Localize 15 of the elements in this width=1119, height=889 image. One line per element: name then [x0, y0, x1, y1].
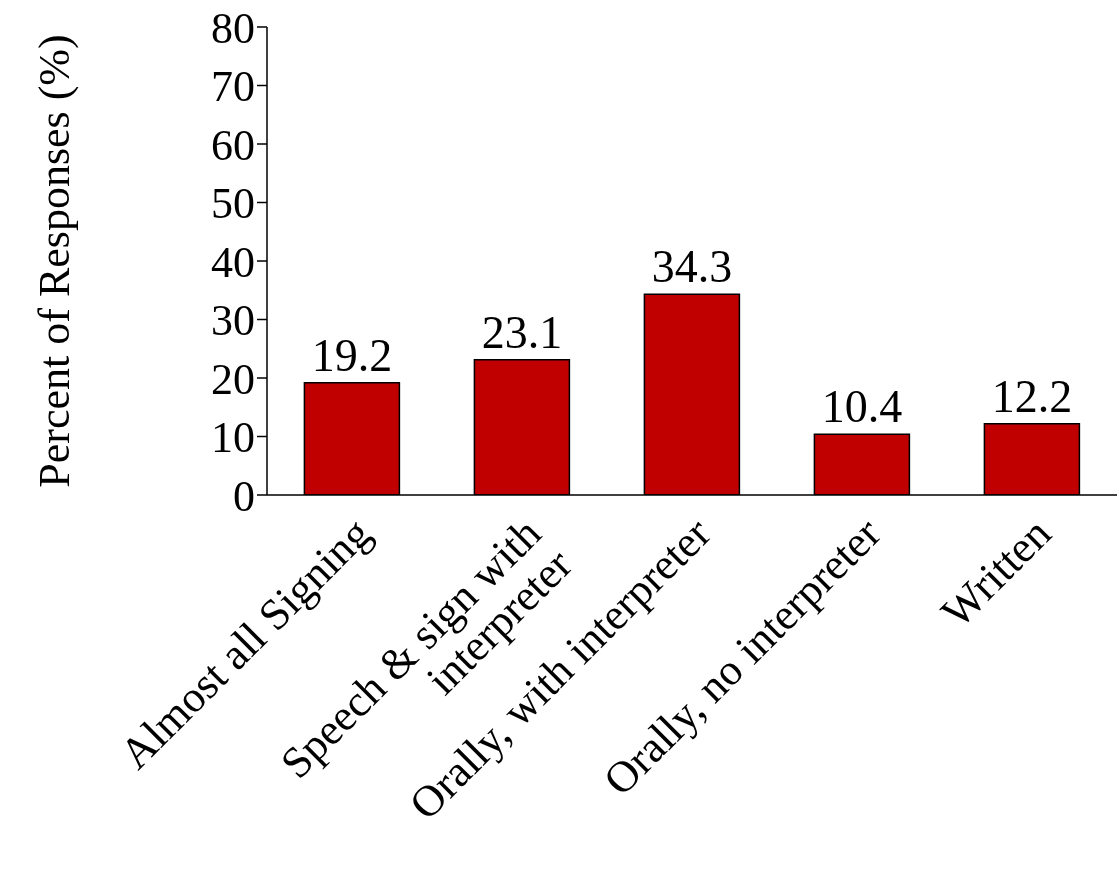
y-tick-label: 80 — [211, 3, 255, 53]
y-tick-label: 40 — [211, 237, 255, 287]
y-tick-label: 50 — [211, 179, 255, 229]
y-tick-label: 20 — [211, 354, 255, 404]
data-label: 12.2 — [991, 370, 1073, 422]
data-label: 34.3 — [651, 241, 733, 293]
y-tick-label: 10 — [211, 413, 255, 463]
data-label: 23.1 — [481, 306, 563, 358]
y-tick-label: 60 — [211, 120, 255, 170]
data-label: 10.4 — [821, 381, 903, 433]
y-tick-label: 30 — [211, 296, 255, 346]
y-axis-title: Percent of Responses (%) — [29, 34, 79, 488]
data-label: 19.2 — [311, 329, 393, 381]
y-tick-label: 70 — [211, 62, 255, 112]
y-tick-label: 0 — [233, 471, 255, 521]
